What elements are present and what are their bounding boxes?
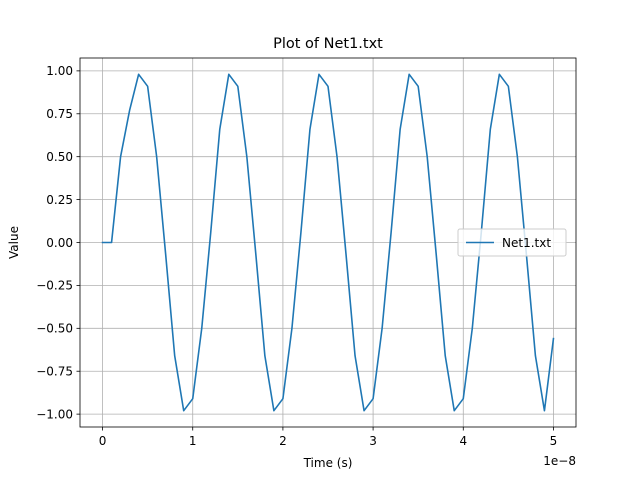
x-tick-label: 3 xyxy=(369,434,377,448)
series-line xyxy=(101,73,555,412)
axis-ticks: 0 1 2 3 4 5 −1.00 −0.75 −0.50 −0.25 0.00 0.25 0.50 0.… xyxy=(36,64,557,448)
x-axis-offset-label: 1e−8 xyxy=(543,454,576,468)
x-tick-label: 5 xyxy=(550,434,558,448)
legend-box xyxy=(457,228,567,257)
legend: Net1.txt xyxy=(457,228,567,257)
y-tick-label: −1.00 xyxy=(36,407,73,421)
x-tick-label: 1 xyxy=(189,434,197,448)
y-tick-label: 0.50 xyxy=(46,150,73,164)
x-tick-label: 0 xyxy=(99,434,107,448)
y-tick-label: −0.25 xyxy=(36,279,73,293)
y-tick-label: −0.75 xyxy=(36,365,73,379)
y-axis-label: Value xyxy=(7,226,21,259)
x-axis-label: Time (s) xyxy=(303,456,353,470)
x-tick-label: 4 xyxy=(459,434,467,448)
x-tick-label: 2 xyxy=(279,434,287,448)
y-tick-label: 0.75 xyxy=(46,107,73,121)
series-layer xyxy=(101,73,555,412)
y-tick-label: 1.00 xyxy=(46,64,73,78)
y-tick-label: 0.00 xyxy=(46,236,73,250)
y-tick-label: 0.25 xyxy=(46,193,73,207)
legend-label: Net1.txt xyxy=(502,236,551,250)
y-tick-label: −0.50 xyxy=(36,322,73,336)
chart-title: Plot of Net1.txt xyxy=(273,36,383,52)
